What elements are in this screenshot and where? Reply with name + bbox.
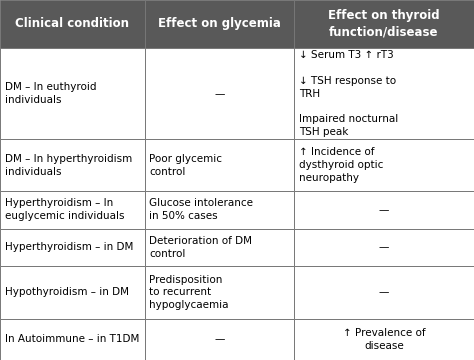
Bar — [145, 266, 294, 319]
Bar — [145, 191, 294, 229]
Bar — [0, 139, 145, 191]
Bar — [294, 266, 474, 319]
Text: DM – In hyperthyroidism
individuals: DM – In hyperthyroidism individuals — [5, 154, 132, 177]
Text: Deterioration of DM
control: Deterioration of DM control — [149, 236, 252, 259]
Bar — [145, 229, 294, 266]
Text: ↑ Prevalence of
disease: ↑ Prevalence of disease — [343, 328, 425, 351]
Bar — [145, 48, 294, 139]
Text: —: — — [214, 89, 224, 99]
Text: Poor glycemic
control: Poor glycemic control — [149, 154, 222, 177]
Bar — [145, 139, 294, 191]
Bar — [145, 0, 294, 48]
Text: —: — — [379, 287, 389, 297]
Text: Effect on thyroid
function/disease: Effect on thyroid function/disease — [328, 9, 440, 39]
Bar — [0, 48, 145, 139]
Bar — [294, 139, 474, 191]
Text: ↓ Serum T3 ↑ rT3

↓ TSH response to
TRH

Impaired nocturnal
TSH peak: ↓ Serum T3 ↑ rT3 ↓ TSH response to TRH I… — [299, 50, 398, 137]
Text: —: — — [214, 334, 224, 345]
Text: In Autoimmune – in T1DM: In Autoimmune – in T1DM — [5, 334, 139, 345]
Text: Effect on glycemia: Effect on glycemia — [158, 17, 281, 30]
Text: —: — — [379, 205, 389, 215]
Text: —: — — [379, 242, 389, 252]
Bar — [294, 0, 474, 48]
Bar — [145, 319, 294, 360]
Bar — [0, 266, 145, 319]
Bar — [294, 191, 474, 229]
Bar — [294, 319, 474, 360]
Text: Hypothyroidism – in DM: Hypothyroidism – in DM — [5, 287, 129, 297]
Text: Clinical condition: Clinical condition — [15, 17, 129, 30]
Text: Predisposition
to recurrent
hypoglycaemia: Predisposition to recurrent hypoglycaemi… — [149, 275, 229, 310]
Text: DM – In euthyroid
individuals: DM – In euthyroid individuals — [5, 82, 96, 105]
Bar — [0, 229, 145, 266]
Text: Glucose intolerance
in 50% cases: Glucose intolerance in 50% cases — [149, 198, 253, 221]
Text: Hyperthyroidism – in DM: Hyperthyroidism – in DM — [5, 242, 133, 252]
Bar — [0, 0, 145, 48]
Bar — [294, 48, 474, 139]
Text: Hyperthyroidism – In
euglycemic individuals: Hyperthyroidism – In euglycemic individu… — [5, 198, 124, 221]
Bar — [0, 191, 145, 229]
Bar — [0, 319, 145, 360]
Text: ↑ Incidence of
dysthyroid optic
neuropathy: ↑ Incidence of dysthyroid optic neuropat… — [299, 148, 383, 183]
Bar — [294, 229, 474, 266]
